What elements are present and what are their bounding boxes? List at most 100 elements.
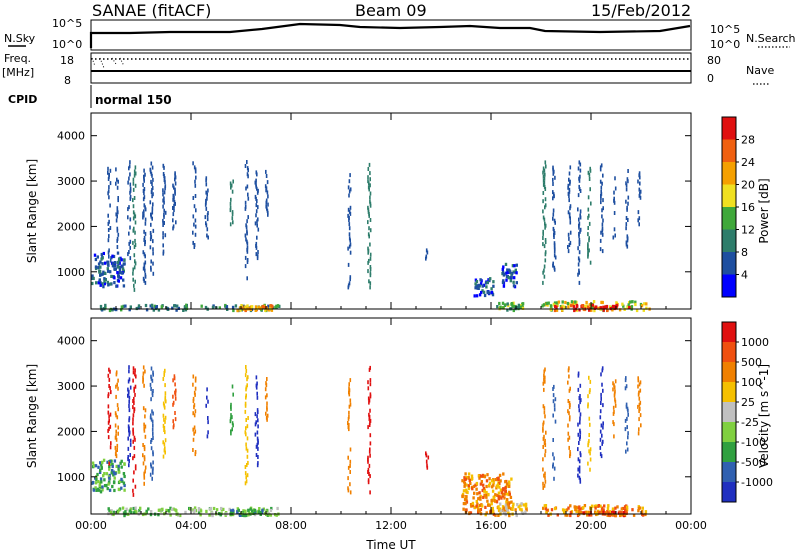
velocity-echo — [543, 373, 545, 378]
power-echo — [614, 233, 616, 238]
velocity-echo — [601, 368, 604, 373]
velocity-colorbar-segment-3 — [722, 422, 736, 442]
power-cell — [250, 305, 254, 309]
cpid-value: normal 150 — [95, 93, 172, 107]
power-echo — [162, 188, 164, 193]
velocity-cell — [132, 506, 135, 511]
power-cell — [91, 276, 94, 280]
velocity-cell — [573, 505, 576, 509]
power-echo — [567, 245, 569, 249]
velocity-echo — [163, 405, 166, 410]
velocity-echo — [231, 415, 233, 420]
power-echo — [255, 170, 258, 175]
power-echo — [600, 189, 602, 194]
power-echo — [613, 198, 615, 203]
power-echo — [552, 171, 555, 176]
power-echo — [369, 218, 372, 222]
velocity-echo — [152, 431, 154, 436]
velocity-echo — [127, 446, 130, 451]
velocity-cell — [172, 507, 175, 511]
velocity-echo — [132, 378, 134, 383]
power-echo — [542, 178, 545, 183]
velocity-echo — [553, 456, 555, 461]
velocity-echo — [587, 441, 590, 446]
velocity-cell — [486, 499, 489, 503]
power-echo — [638, 187, 641, 192]
velocity-cell — [113, 476, 116, 480]
cpid-label: CPID — [8, 93, 37, 106]
power-cell — [519, 305, 522, 309]
velocity-xtick-label-2: 08:00 — [275, 519, 307, 532]
power-ytick-label-1: 2000 — [57, 220, 85, 233]
power-region-1 — [99, 303, 281, 313]
power-echo — [164, 233, 167, 238]
velocity-echo — [173, 374, 176, 379]
power-echo — [266, 180, 269, 185]
power-cell — [496, 305, 499, 309]
velocity-echo — [142, 461, 145, 466]
velocity-echo — [600, 396, 602, 401]
power-cell — [511, 264, 515, 268]
velocity-echo — [192, 396, 195, 401]
velocity-echo — [144, 469, 146, 474]
power-cell — [116, 260, 120, 265]
velocity-echo — [230, 429, 232, 434]
power-cell — [478, 293, 482, 297]
velocity-cell — [564, 513, 567, 517]
velocity-region-5 — [542, 504, 648, 518]
velocity-cell — [107, 507, 110, 511]
power-cell — [244, 306, 247, 310]
velocity-echo — [579, 416, 581, 421]
velocity-echo — [367, 455, 369, 460]
power-cell — [254, 308, 257, 312]
velocity-echo — [369, 447, 371, 452]
power-cell — [200, 304, 203, 308]
velocity-cell — [518, 507, 522, 511]
velocity-cell — [501, 505, 505, 509]
power-echo — [542, 174, 545, 179]
power-echo — [246, 258, 249, 262]
velocity-echo — [107, 392, 110, 397]
power-cell — [512, 280, 515, 284]
power-echo — [639, 175, 641, 180]
velocity-cell — [119, 461, 122, 465]
velocity-cell — [606, 513, 609, 517]
velocity-echo — [230, 413, 232, 418]
velocity-echo — [257, 418, 259, 423]
velocity-echo — [164, 391, 167, 396]
power-echo — [107, 189, 110, 194]
velocity-cell — [469, 511, 473, 515]
velocity-cell — [595, 504, 598, 508]
power-colorbar-tick-label-4: 20 — [741, 179, 755, 192]
power-cell — [473, 294, 476, 298]
velocity-streak-20 — [577, 371, 582, 484]
velocity-cell — [583, 504, 587, 508]
velocity-cell — [212, 506, 216, 511]
velocity-echo — [347, 486, 349, 491]
velocity-cell — [574, 508, 578, 512]
velocity-cell — [98, 488, 101, 492]
velocity-cell — [469, 481, 472, 485]
power-echo — [552, 226, 555, 231]
velocity-cell — [157, 513, 160, 517]
velocity-echo — [128, 459, 130, 464]
power-echo — [639, 181, 641, 186]
power-cell — [515, 263, 518, 267]
power-colorbar-tick-label-2: 12 — [741, 224, 755, 237]
power-cell — [91, 281, 94, 286]
velocity-cell — [466, 490, 469, 495]
power-echo — [625, 226, 627, 231]
velocity-echo — [600, 372, 602, 377]
velocity-echo — [639, 413, 642, 418]
velocity-echo — [599, 429, 602, 434]
velocity-cell — [491, 509, 495, 513]
velocity-cell — [620, 507, 623, 511]
velocity-echo — [602, 425, 604, 430]
velocity-echo — [589, 379, 592, 384]
power-echo — [543, 244, 546, 249]
power-cell — [103, 277, 106, 281]
velocity-echo — [579, 394, 581, 398]
velocity-cell — [495, 500, 499, 504]
power-cell — [479, 278, 482, 282]
power-cell — [615, 301, 618, 305]
